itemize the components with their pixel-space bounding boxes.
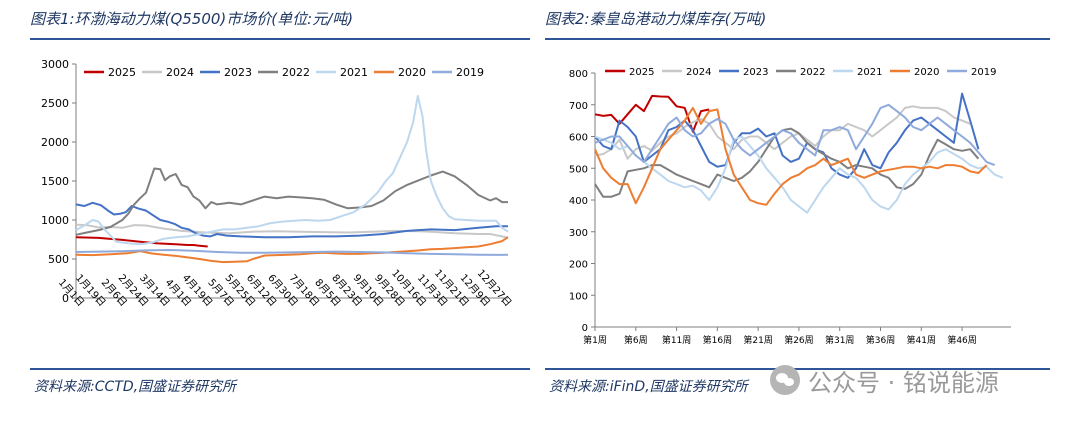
y-tick-label: 800 (569, 69, 588, 80)
series-line-2022 (594, 127, 980, 198)
legend-label-2023: 2023 (224, 66, 252, 79)
legend-label-2022: 2022 (800, 67, 825, 78)
source-note: 资料来源:CCTD,国盛证券研究所 (34, 379, 237, 395)
y-tick-label: 300 (569, 228, 588, 239)
y-tick-label: 2500 (41, 97, 69, 110)
y-tick-label: 400 (569, 196, 588, 207)
chart-canvas: 0500100015002000250030001月1日1月19日2月6日2月2… (41, 58, 514, 309)
legend-label-2021: 2021 (857, 67, 882, 78)
y-tick-label: 500 (569, 164, 588, 175)
watermark: 公众号 · 铭说能源 (770, 362, 999, 398)
legend-label-2019: 2019 (456, 66, 484, 79)
series-line-2023 (75, 201, 508, 239)
y-tick-label: 600 (569, 133, 588, 144)
chart-canvas: 0100200300400500600700800第1周 第6周 第11周 第16周第… (569, 67, 1011, 346)
series-line-2025 (594, 94, 710, 133)
watermark-text: 公众号 · 铭说能源 (808, 368, 999, 397)
x-tick-label: 第11周 (662, 334, 691, 346)
title-rule (30, 38, 530, 40)
legend-label-2025: 2025 (629, 67, 654, 78)
series-line-2024 (594, 105, 971, 160)
y-tick-label: 0 (62, 292, 69, 305)
legend-label-2020: 2020 (398, 66, 426, 79)
legend-label-2025: 2025 (108, 66, 136, 79)
y-tick-label: 700 (569, 101, 588, 112)
x-tick-label: 第31周 (825, 334, 854, 346)
legend-label-2024: 2024 (166, 66, 194, 79)
x-tick-label: 第26周 (784, 334, 813, 346)
x-tick-label: 第16周 (703, 334, 732, 346)
series-line-2019 (594, 103, 996, 167)
x-tick-label: 第1周 (583, 334, 607, 346)
source-rule (30, 368, 530, 370)
legend-label-2022: 2022 (282, 66, 310, 79)
x-tick-label: 第36周 (866, 334, 895, 346)
x-tick-label: 第41周 (907, 334, 936, 346)
series-line-2020 (594, 106, 988, 206)
series-line-2021 (75, 95, 509, 246)
chart-title: 图表1:环渤海动力煤(Q5500)市场价(单位:元/吨) (30, 10, 354, 28)
x-tick-label: 第21周 (743, 334, 772, 346)
legend-label-2019: 2019 (971, 67, 996, 78)
legend-label-2023: 2023 (743, 67, 768, 78)
legend-label-2020: 2020 (914, 67, 939, 78)
y-tick-label: 3000 (41, 58, 69, 71)
y-tick-label: 2000 (41, 136, 69, 149)
y-tick-label: 1000 (41, 214, 69, 227)
y-tick-label: 200 (569, 260, 588, 271)
source-note: 资料来源:iFinD,国盛证券研究所 (549, 379, 748, 395)
series-line-2022 (75, 167, 508, 236)
x-tick-label: 第46周 (947, 334, 976, 346)
series-line-2019 (75, 249, 509, 256)
series-line-2025 (75, 236, 208, 248)
series-line-2020 (75, 236, 509, 264)
series-line-2024 (75, 223, 509, 239)
y-tick-label: 100 (569, 291, 588, 302)
x-tick-label: 第6周 (624, 334, 648, 346)
series-line-2021 (594, 135, 1004, 214)
legend-label-2021: 2021 (340, 66, 368, 79)
title-rule (545, 38, 1050, 40)
y-tick-label: 1500 (41, 175, 69, 188)
wechat-icon (770, 365, 800, 395)
chart-title: 图表2:秦皇岛港动力煤库存(万吨) (545, 10, 767, 28)
y-tick-label: 500 (48, 253, 69, 266)
legend-label-2024: 2024 (686, 67, 711, 78)
y-tick-label: 0 (582, 323, 588, 334)
source-rule (545, 368, 1050, 370)
